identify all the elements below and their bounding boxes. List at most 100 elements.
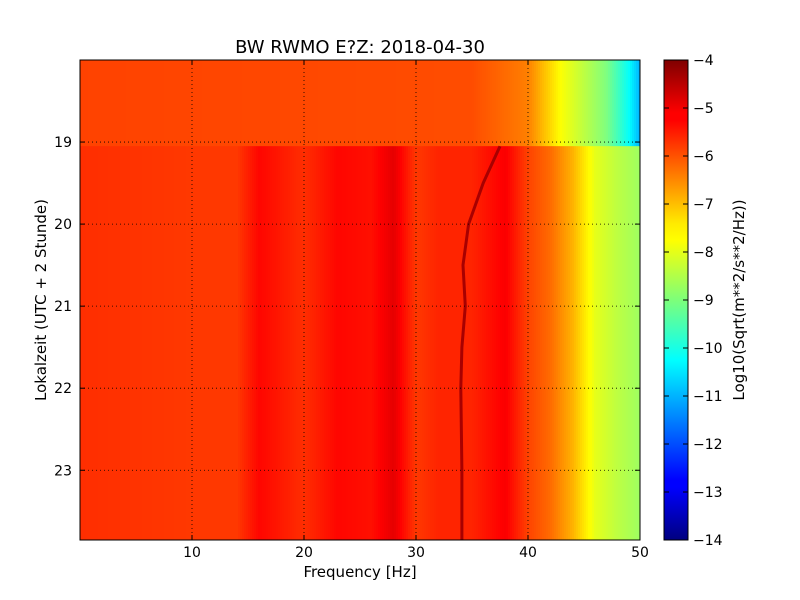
- spectrum-band-after: [120, 146, 123, 540]
- spectrum-band-after: [384, 146, 387, 540]
- spectrum-band-after: [478, 146, 481, 540]
- spectrum-band-after: [594, 146, 597, 540]
- spectrum-band-after: [370, 146, 373, 540]
- spectrum-band-after: [186, 146, 189, 540]
- spectrum-band-before: [184, 60, 187, 147]
- plot-frame: [79, 59, 641, 541]
- spectrum-band-after: [400, 146, 403, 540]
- spectrum-band-after: [558, 146, 561, 540]
- spectrum-band-after: [442, 146, 445, 540]
- spectrum-band-before: [598, 60, 601, 147]
- spectrum-band-after: [180, 146, 183, 540]
- spectrum-band-after: [610, 146, 613, 540]
- spectrum-band-after: [272, 146, 275, 540]
- spectrum-band-before: [94, 60, 97, 147]
- spectrum-band-before: [338, 60, 341, 147]
- spectrum-band-before: [82, 60, 85, 147]
- spectrum-band-before: [418, 60, 421, 147]
- spectrum-band-before: [158, 60, 161, 147]
- spectrum-band-after: [92, 146, 95, 540]
- spectrum-band-before: [272, 60, 275, 147]
- spectrum-band-after: [632, 146, 635, 540]
- spectrum-band-before: [144, 60, 147, 147]
- spectrum-band-before: [548, 60, 551, 147]
- spectrum-band-before: [550, 60, 553, 147]
- spectrum-band-after: [288, 146, 291, 540]
- spectrum-band-before: [142, 60, 145, 147]
- spectrum-band-after: [486, 146, 489, 540]
- spectrum-band-before: [416, 60, 419, 147]
- spectrum-band-after: [352, 146, 355, 540]
- spectrum-band-before: [552, 60, 555, 147]
- spectrum-band-after: [588, 146, 591, 540]
- spectrum-band-before: [562, 60, 565, 147]
- spectrum-band-after: [490, 146, 493, 540]
- spectrum-band-before: [514, 60, 517, 147]
- spectrum-band-after: [562, 146, 565, 540]
- spectrum-band-after: [118, 146, 121, 540]
- spectrum-band-before: [400, 60, 403, 147]
- spectrum-band-after: [456, 146, 459, 540]
- spectrum-band-before: [428, 60, 431, 147]
- spectrum-band-before: [216, 60, 219, 147]
- spectrum-band-after: [606, 146, 609, 540]
- spectrum-band-after: [98, 146, 101, 540]
- spectrum-band-before: [570, 60, 573, 147]
- spectrum-band-before: [238, 60, 241, 147]
- spectrum-band-after: [580, 146, 583, 540]
- spectrum-band-after: [608, 146, 611, 540]
- spectrum-band-before: [450, 60, 453, 147]
- spectrum-band-before: [444, 60, 447, 147]
- spectrum-band-after: [164, 146, 167, 540]
- spectrum-band-after: [134, 146, 137, 540]
- spectrum-band-after: [142, 146, 145, 540]
- spectrum-band-after: [116, 146, 119, 540]
- spectrum-band-after: [404, 146, 407, 540]
- colorbar-tick-label: −14: [693, 533, 723, 549]
- spectrum-band-after: [396, 146, 399, 540]
- spectrum-band-before: [258, 60, 261, 147]
- spectrum-band-before: [174, 60, 177, 147]
- spectrum-band-before: [214, 60, 217, 147]
- spectrum-band-before: [380, 60, 383, 147]
- spectrum-band-after: [548, 146, 551, 540]
- spectrum-band-after: [362, 146, 365, 540]
- y-axis-label: Lokalzeit (UTC + 2 Stunde): [32, 199, 50, 401]
- spectrum-band-after: [278, 146, 281, 540]
- spectrum-band-after: [592, 146, 595, 540]
- spectrum-band-after: [622, 146, 625, 540]
- spectrum-band-before: [218, 60, 221, 147]
- colorbar-label: Log10(Sqrt(m**2/s**2/Hz)): [730, 199, 748, 400]
- spectrum-band-after: [430, 146, 433, 540]
- spectrum-band-before: [178, 60, 181, 147]
- spectrum-band-before: [412, 60, 415, 147]
- colorbar-tick-label: −11: [693, 389, 723, 405]
- spectrum-band-after: [310, 146, 313, 540]
- spectrum-band-after: [454, 146, 457, 540]
- spectrum-band-after: [436, 146, 439, 540]
- spectrum-band-before: [150, 60, 153, 147]
- spectrum-band-after: [636, 146, 639, 540]
- spectrum-band-before: [294, 60, 297, 147]
- spectrum-band-after: [158, 146, 161, 540]
- spectrum-band-after: [500, 146, 503, 540]
- spectrum-band-before: [182, 60, 185, 147]
- spectrum-band-after: [590, 146, 593, 540]
- spectrum-band-after: [504, 146, 507, 540]
- y-tick-label: 20: [54, 217, 72, 233]
- spectrum-band-after: [88, 146, 91, 540]
- spectrum-band-before: [474, 60, 477, 147]
- spectrum-band-before: [452, 60, 455, 147]
- spectrum-band-after: [484, 146, 487, 540]
- spectrum-band-before: [506, 60, 509, 147]
- spectrum-band-before: [358, 60, 361, 147]
- spectrum-band-after: [260, 146, 263, 540]
- spectrum-band-before: [394, 60, 397, 147]
- spectrum-band-after: [348, 146, 351, 540]
- spectrum-band-after: [144, 146, 147, 540]
- spectrum-band-after: [106, 146, 109, 540]
- spectrum-band-before: [136, 60, 139, 147]
- spectrogram-image: [80, 60, 640, 540]
- spectrum-band-before: [434, 60, 437, 147]
- spectrum-band-before: [502, 60, 505, 147]
